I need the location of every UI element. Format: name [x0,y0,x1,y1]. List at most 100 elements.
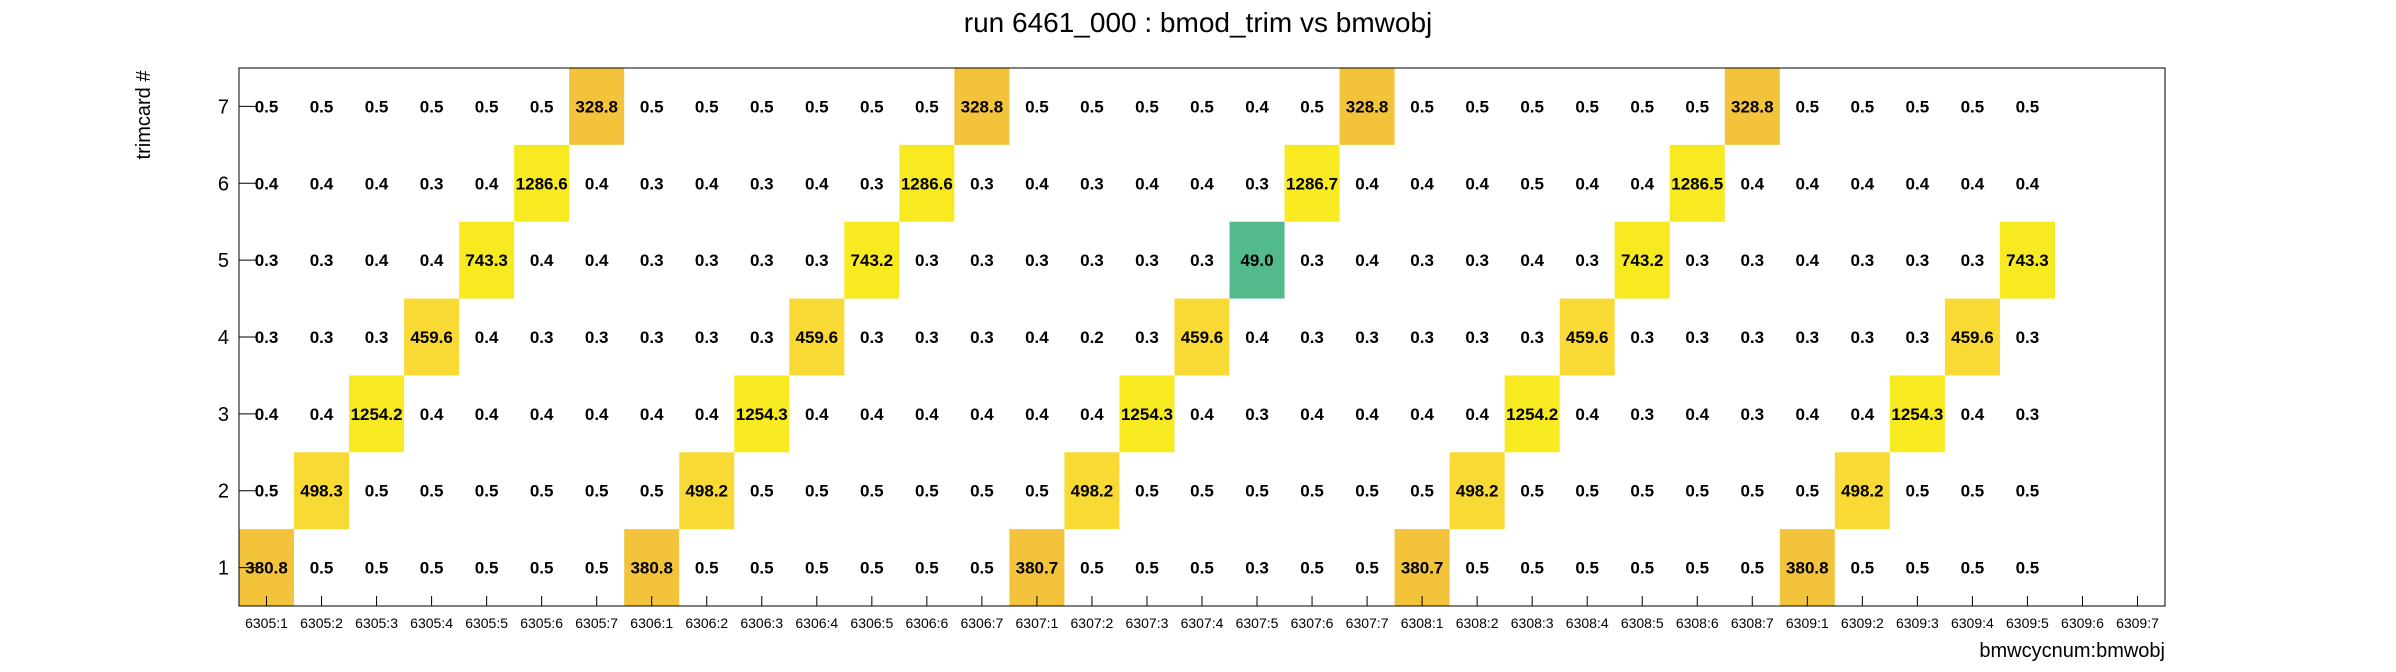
cell-value-label: 0.5 [530,482,554,501]
cell-value-label: 380.8 [1786,559,1829,578]
heatmap-cell [1614,221,1670,299]
y-tick-label: 4 [218,327,229,349]
x-tick-label: 6306:5 [850,615,893,631]
cell-value-label: 0.5 [695,97,719,116]
heatmap-cell [1779,529,1835,606]
cell-value-label: 0.4 [310,174,334,193]
cell-value-label: 0.3 [1465,251,1489,270]
cell-value-label: 498.2 [1841,482,1884,501]
cell-value-label: 0.4 [1355,251,1379,270]
cell-value-label: 0.5 [1410,482,1434,501]
cell-value-label: 0.4 [805,405,829,424]
cell-value-label: 0.3 [255,328,279,347]
cell-value-label: 459.6 [1566,328,1609,347]
cell-value-label: 0.3 [420,174,444,193]
heatmap-cell [844,221,900,299]
cell-value-label: 0.5 [1906,97,1930,116]
cell-value-label: 0.4 [530,251,554,270]
cell-value-label: 0.5 [1080,97,1104,116]
cell-value-label: 0.4 [1190,405,1214,424]
y-tick-label: 3 [218,404,229,426]
cell-value-label: 0.5 [1300,482,1324,501]
cell-value-label: 1254.3 [736,405,788,424]
cell-value-label: 0.5 [1961,559,1985,578]
cell-value-label: 459.6 [796,328,839,347]
cell-value-label: 0.4 [1630,174,1654,193]
cell-value-label: 0.3 [1851,251,1875,270]
cell-value-label: 0.5 [1190,97,1214,116]
cell-value-label: 0.4 [860,405,884,424]
cell-value-label: 0.5 [1135,482,1159,501]
cell-value-label: 0.5 [1465,559,1489,578]
x-tick-label: 6309:3 [1896,615,1939,631]
cell-value-label: 0.3 [1906,328,1930,347]
cell-value-label: 0.4 [585,251,609,270]
heatmap-cell [1394,529,1450,606]
cell-value-label: 0.5 [1300,97,1324,116]
cell-value-label: 0.5 [860,482,884,501]
cell-value-label: 328.8 [961,97,1004,116]
cell-value-label: 0.4 [1355,405,1379,424]
cell-value-label: 380.8 [630,559,673,578]
cell-value-label: 0.5 [1190,559,1214,578]
cell-value-label: 0.5 [1575,559,1599,578]
cell-value-label: 0.4 [310,405,334,424]
cell-value-label: 0.3 [1795,328,1819,347]
cell-value-label: 0.5 [1190,482,1214,501]
cell-value-label: 0.3 [365,328,389,347]
heatmap-cell [954,68,1010,145]
cell-value-label: 0.5 [310,97,334,116]
heatmap-cell [1669,144,1725,222]
cell-value-label: 0.4 [2016,174,2040,193]
cell-value-label: 0.5 [1851,97,1875,116]
cell-value-label: 0.3 [695,251,719,270]
cell-value-label: 0.3 [1190,251,1214,270]
cell-value-label: 0.4 [1135,174,1159,193]
cell-value-label: 498.3 [300,482,343,501]
cell-value-label: 0.3 [1630,328,1654,347]
cell-value-label: 0.3 [970,174,994,193]
cell-value-label: 0.5 [1355,559,1379,578]
cell-value-label: 0.3 [1300,328,1324,347]
cell-value-label: 0.3 [1851,328,1875,347]
cell-value-label: 0.4 [1245,97,1269,116]
cell-value-label: 0.5 [640,482,664,501]
cell-value-label: 0.5 [750,97,774,116]
cell-value-label: 0.3 [805,251,829,270]
cell-value-label: 0.2 [1080,328,1104,347]
cell-value-label: 0.3 [530,328,554,347]
y-axis-label: trimcard # [133,70,155,160]
cell-value-label: 0.3 [1961,251,1985,270]
x-tick-label: 6309:6 [2061,615,2104,631]
x-tick-label: 6307:7 [1346,615,1389,631]
cell-value-label: 0.4 [530,405,554,424]
cell-value-label: 0.3 [2016,405,2040,424]
cell-value-label: 0.5 [915,559,939,578]
cell-value-label: 0.3 [970,328,994,347]
heatmap-cell [1724,68,1780,145]
cell-value-label: 0.5 [1685,482,1709,501]
cell-value-label: 0.5 [1961,482,1985,501]
cell-value-label: 1286.7 [1286,174,1338,193]
cell-value-label: 459.6 [1181,328,1224,347]
cell-value-label: 0.5 [1906,482,1930,501]
cell-value-label: 0.5 [1630,482,1654,501]
cell-value-label: 0.4 [1575,405,1599,424]
cell-value-label: 0.4 [1906,174,1930,193]
cell-value-label: 328.8 [1346,97,1389,116]
heatmap-cell [1229,221,1285,299]
cell-value-label: 49.0 [1240,251,1273,270]
x-tick-label: 6308:2 [1456,615,1499,631]
cell-value-label: 0.4 [1575,174,1599,193]
x-tick-label: 6307:1 [1016,615,1059,631]
cell-value-label: 743.3 [465,251,508,270]
cell-value-label: 0.5 [695,559,719,578]
cell-value-label: 0.4 [1685,405,1709,424]
cell-value-label: 0.5 [1575,97,1599,116]
y-tick-label: 6 [218,173,229,195]
cell-value-label: 0.4 [1795,174,1819,193]
cell-value-label: 0.5 [750,482,774,501]
cell-value-label: 0.4 [255,405,279,424]
cell-value-label: 0.3 [310,251,334,270]
cell-value-label: 0.3 [1300,251,1324,270]
